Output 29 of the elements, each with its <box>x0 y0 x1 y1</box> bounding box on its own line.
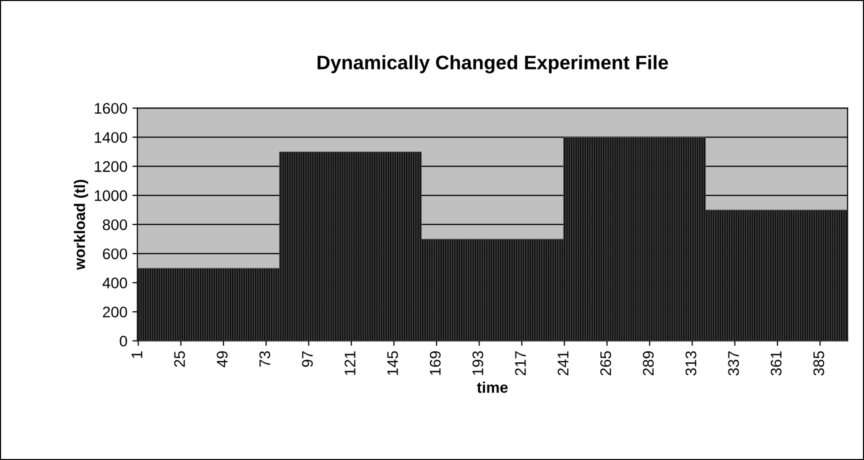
x-tick-label: 121 <box>344 351 356 375</box>
x-tick-label: 1 <box>132 351 142 358</box>
x-tick-label: 241 <box>558 351 568 376</box>
y-tick-label: 1600 <box>94 102 128 114</box>
x-tick-label: 217 <box>515 351 526 376</box>
y-tick-label: 200 <box>102 306 128 318</box>
y-tick-label: 600 <box>102 248 128 260</box>
x-tick-label: 97 <box>302 351 313 367</box>
y-axis-title: workload (tl) <box>74 180 88 270</box>
y-tick-label: 400 <box>102 278 128 288</box>
x-tick-label: 265 <box>600 351 612 376</box>
x-tick-label: 385 <box>813 351 824 376</box>
x-tick-label: 145 <box>387 351 398 375</box>
y-tick-label: 0 <box>120 336 128 347</box>
x-tick-label: 313 <box>686 351 696 376</box>
x-tick-label: 337 <box>728 351 739 376</box>
x-tick-label: 25 <box>174 351 185 367</box>
x-tick-label: 49 <box>216 351 228 368</box>
x-tick-label: 73 <box>259 351 270 367</box>
y-tick-label: 1000 <box>94 190 128 202</box>
x-tick-label: 289 <box>642 351 654 376</box>
x-axis-title: time <box>476 382 508 393</box>
x-tick-label: 193 <box>472 351 484 375</box>
chart-title: Dynamically Changed Experiment File <box>318 55 668 74</box>
y-tick-label: 1200 <box>94 161 128 172</box>
y-tick-label: 1400 <box>94 132 128 143</box>
y-tick-label: 800 <box>102 219 128 230</box>
x-tick-label: 361 <box>770 351 782 376</box>
x-tick-label: 169 <box>430 351 441 375</box>
